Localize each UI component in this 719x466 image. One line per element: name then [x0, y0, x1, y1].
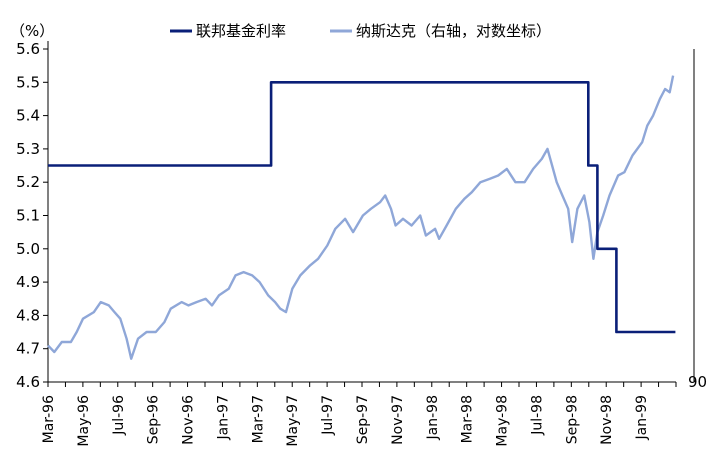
x-tick-label: May-97: [285, 395, 301, 447]
y-tick-label: 5.5: [16, 73, 40, 91]
series-line-fed-funds: [48, 81, 676, 334]
y-axis-unit-label: （%）: [10, 22, 54, 40]
x-tick-label: Mar-96: [41, 395, 57, 443]
legend-label-fed-funds: 联邦基金利率: [196, 22, 286, 40]
y-tick-label: 5.2: [16, 173, 40, 191]
x-tick-label: Jul-98: [529, 395, 545, 436]
legend-label-nasdaq: 纳斯达克（右轴，对数坐标）: [356, 22, 551, 40]
y-tick-label: 4.7: [16, 340, 40, 358]
y-tick-label: 4.6: [16, 373, 40, 391]
x-tick-label: Sep-97: [355, 395, 371, 444]
y-tick-label: 5.6: [16, 40, 40, 58]
x-tick-label: May-98: [495, 395, 511, 447]
y-tick-label: 4.9: [16, 273, 40, 291]
plot-area: 5.6 5.5 5.4 5.3 5.2 5.1 5.0 4.9 4.8 4.7 4.6 90 Mar-9…: [16, 40, 707, 447]
x-tick-label: Mar-98: [460, 395, 476, 443]
series-line-nasdaq: [47, 75, 675, 360]
y-tick-label: 5.0: [16, 240, 40, 258]
x-tick-label: Nov-96: [181, 395, 197, 445]
x-tick-label: Jul-97: [320, 395, 336, 436]
right-axis-tick-label: 90: [688, 373, 707, 391]
x-tick-label: Sep-98: [564, 395, 580, 444]
x-tick-label: May-96: [76, 395, 92, 447]
x-tick-label: Jan-97: [215, 395, 231, 440]
x-tick-label: Mar-97: [250, 395, 266, 443]
y-tick-label: 5.3: [16, 140, 40, 158]
x-tick-label: Jan-98: [425, 395, 441, 440]
y-tick-label: 5.1: [16, 207, 40, 225]
y-tick-label: 5.4: [16, 107, 40, 125]
x-tick-label: Jul-96: [111, 395, 127, 436]
x-tick-label: Nov-97: [390, 395, 406, 445]
x-tick-label: Jan-99: [634, 395, 650, 440]
x-tick-label: Sep-96: [146, 395, 162, 444]
y-tick-label: 4.8: [16, 306, 40, 324]
legend: 联邦基金利率 纳斯达克（右轴，对数坐标）: [170, 22, 551, 40]
x-tick-label: Nov-98: [599, 395, 615, 445]
